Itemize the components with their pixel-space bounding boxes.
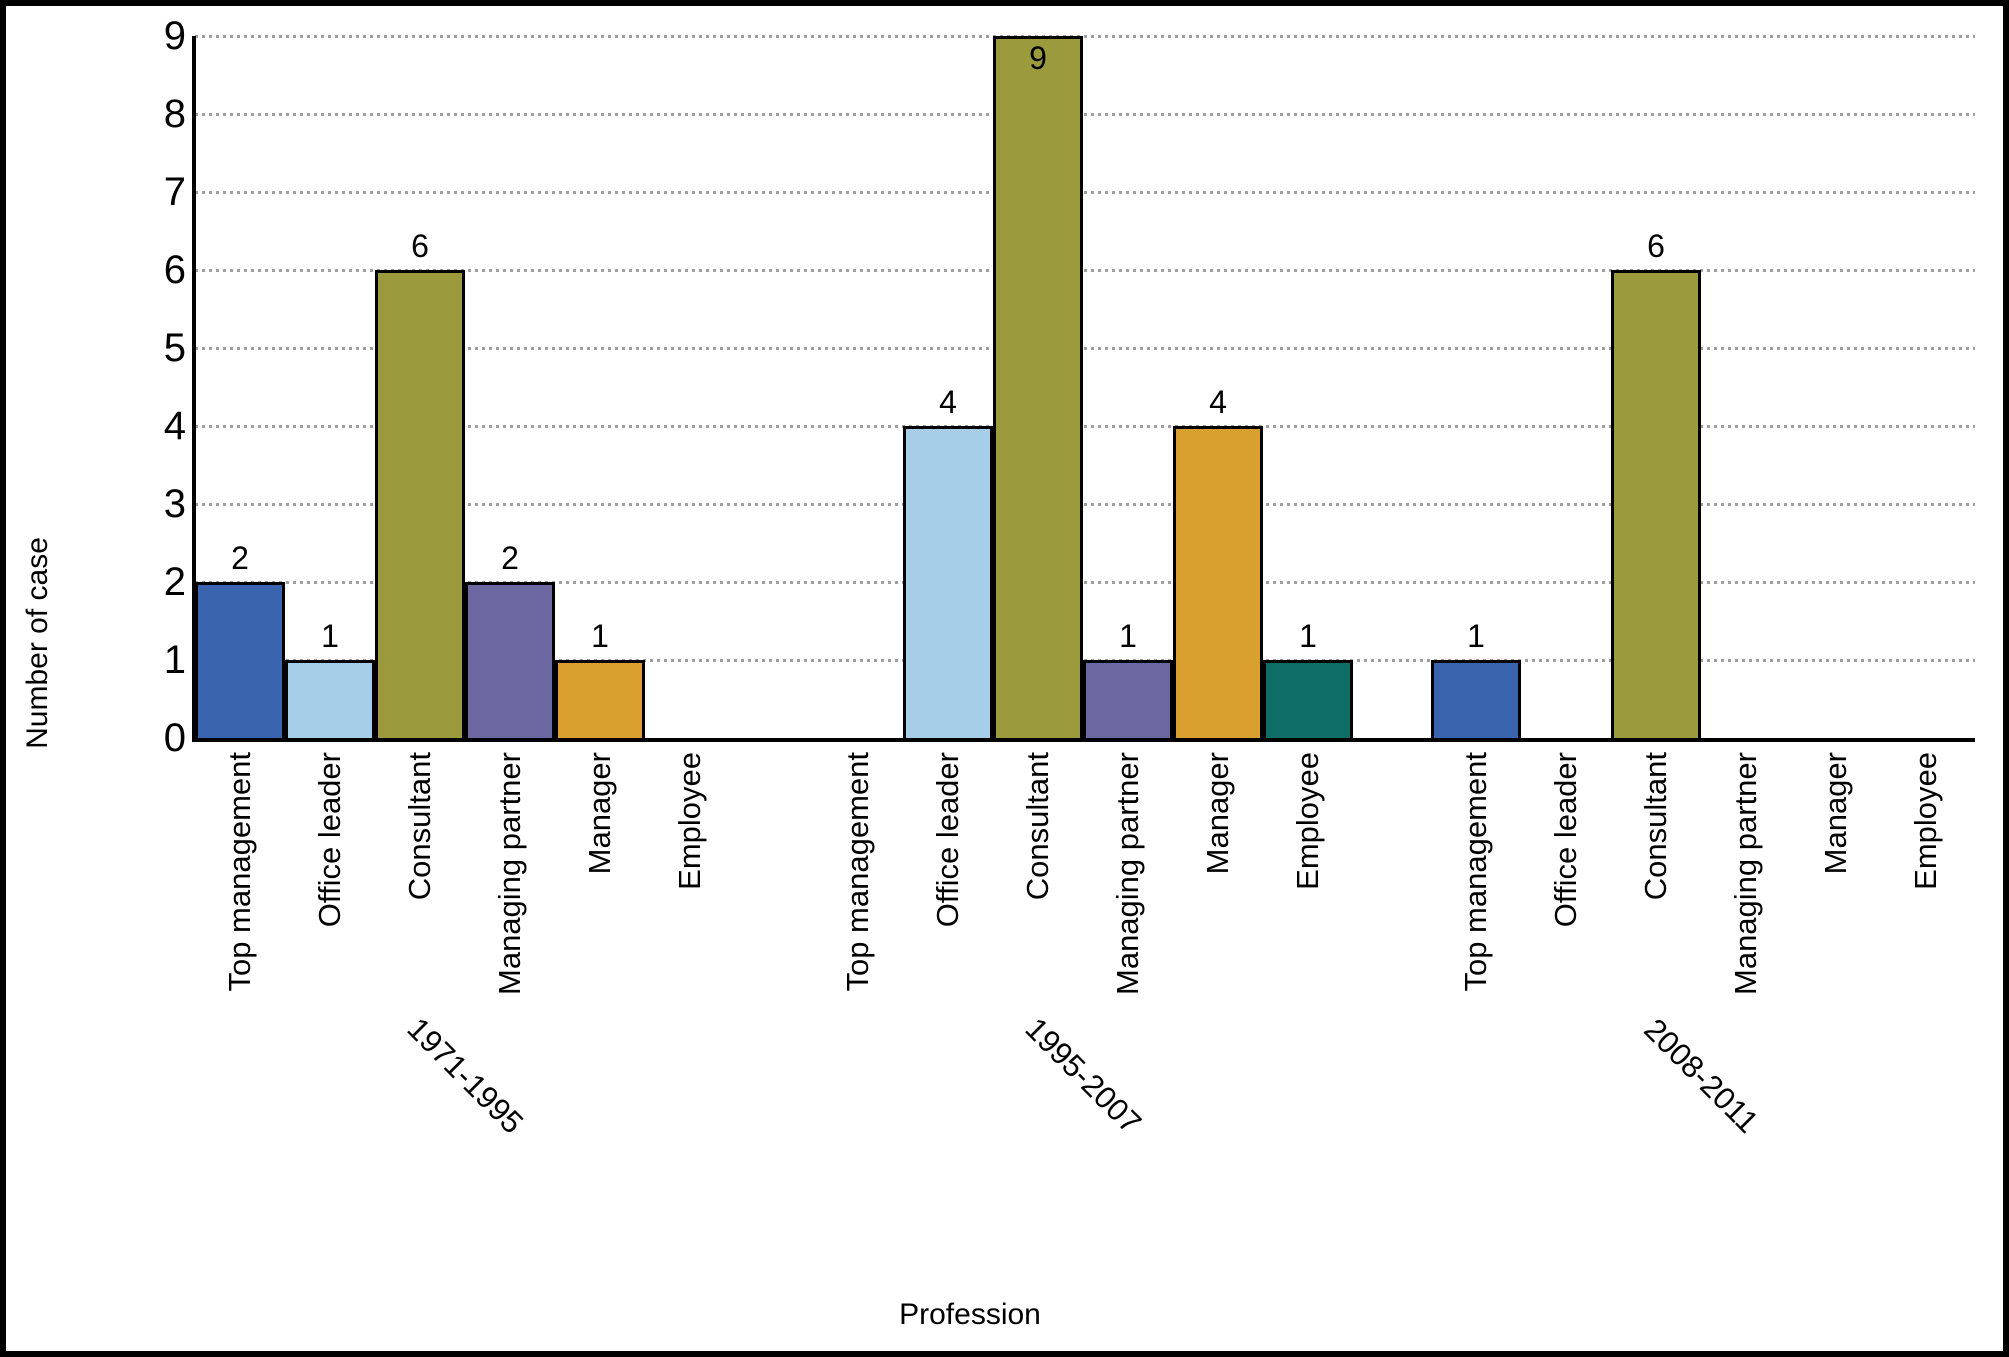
y-tick-label-2: 2	[163, 560, 186, 604]
x-category-label-top-management: Top management	[840, 752, 875, 992]
x-category-label-managing-partner: Managing partner	[1110, 752, 1145, 995]
gridline-3	[195, 503, 1975, 506]
gridline-2	[195, 581, 1975, 584]
y-tick-label-3: 3	[163, 482, 186, 526]
bar-value-label: 1	[1299, 618, 1317, 654]
x-axis-line	[192, 738, 1975, 742]
x-category-label-office-leader: Office leader	[312, 752, 347, 928]
x-category-label-office-leader: Office leader	[1548, 752, 1583, 928]
x-category-label-office-leader: Office leader	[930, 752, 965, 928]
gridline-7	[195, 191, 1975, 194]
bar-value-label: 1	[591, 618, 609, 654]
x-category-label-manager: Manager	[582, 752, 617, 875]
gridline-5	[195, 347, 1975, 350]
bar-1995-2007-employee	[1263, 660, 1353, 738]
bar-2008-2011-consultant	[1611, 270, 1701, 738]
bar-value-label: 1	[321, 618, 339, 654]
bar-1971-1995-office-leader	[285, 660, 375, 738]
x-category-label-manager: Manager	[1200, 752, 1235, 875]
x-axis-title: Profession	[899, 1298, 1041, 1331]
gridline-8	[195, 113, 1975, 116]
y-tick-label-4: 4	[163, 404, 186, 448]
y-tick-label-8: 8	[163, 92, 186, 136]
bar-value-label: 6	[411, 228, 429, 264]
y-tick-label-9: 9	[163, 14, 186, 58]
bar-value-label: 2	[501, 540, 519, 576]
y-tick-label-1: 1	[163, 638, 186, 682]
x-category-label-consultant: Consultant	[1638, 752, 1673, 901]
bar-value-label: 4	[939, 384, 957, 420]
bar-1971-1995-manager	[555, 660, 645, 738]
bar-value-label: 6	[1647, 228, 1665, 264]
x-category-label-consultant: Consultant	[402, 752, 437, 901]
y-axis-title: Number of case	[21, 537, 54, 749]
bar-1995-2007-managing-partner	[1083, 660, 1173, 738]
gridline-4	[195, 425, 1975, 428]
y-tick-label-0: 0	[163, 716, 186, 760]
y-tick-label-5: 5	[163, 326, 186, 370]
group-label-1971-1995: 1971-1995	[400, 1010, 531, 1141]
group-label-2008-2011: 2008-2011	[1637, 1011, 1766, 1140]
bar-1971-1995-top-management	[195, 582, 285, 738]
x-category-label-managing-partner: Managing partner	[1728, 752, 1763, 995]
bar-1971-1995-managing-partner	[465, 582, 555, 738]
x-category-label-employee: Employee	[672, 752, 707, 890]
group-label-1995-2007: 1995-2007	[1018, 1010, 1149, 1141]
bar-1995-2007-consultant	[993, 36, 1083, 738]
x-category-label-employee: Employee	[1290, 752, 1325, 890]
x-category-label-top-management: Top management	[222, 752, 257, 992]
y-axis-line	[192, 36, 196, 742]
bar-1995-2007-office-leader	[903, 426, 993, 738]
bar-2008-2011-top-management	[1431, 660, 1521, 738]
bar-value-label: 9	[1029, 40, 1047, 76]
bar-value-label: 4	[1209, 384, 1227, 420]
x-category-label-manager: Manager	[1818, 752, 1853, 875]
x-category-label-employee: Employee	[1908, 752, 1943, 890]
bar-value-label: 1	[1119, 618, 1137, 654]
x-category-label-managing-partner: Managing partner	[492, 752, 527, 995]
bar-1971-1995-consultant	[375, 270, 465, 738]
y-tick-label-6: 6	[163, 248, 186, 292]
x-category-label-consultant: Consultant	[1020, 752, 1055, 901]
gridline-9	[195, 35, 1975, 38]
bar-1995-2007-manager	[1173, 426, 1263, 738]
bar-value-label: 2	[231, 540, 249, 576]
bar-value-label: 1	[1467, 618, 1485, 654]
x-category-label-top-management: Top management	[1458, 752, 1493, 992]
y-tick-label-7: 7	[163, 170, 186, 214]
gridline-6	[195, 269, 1975, 272]
